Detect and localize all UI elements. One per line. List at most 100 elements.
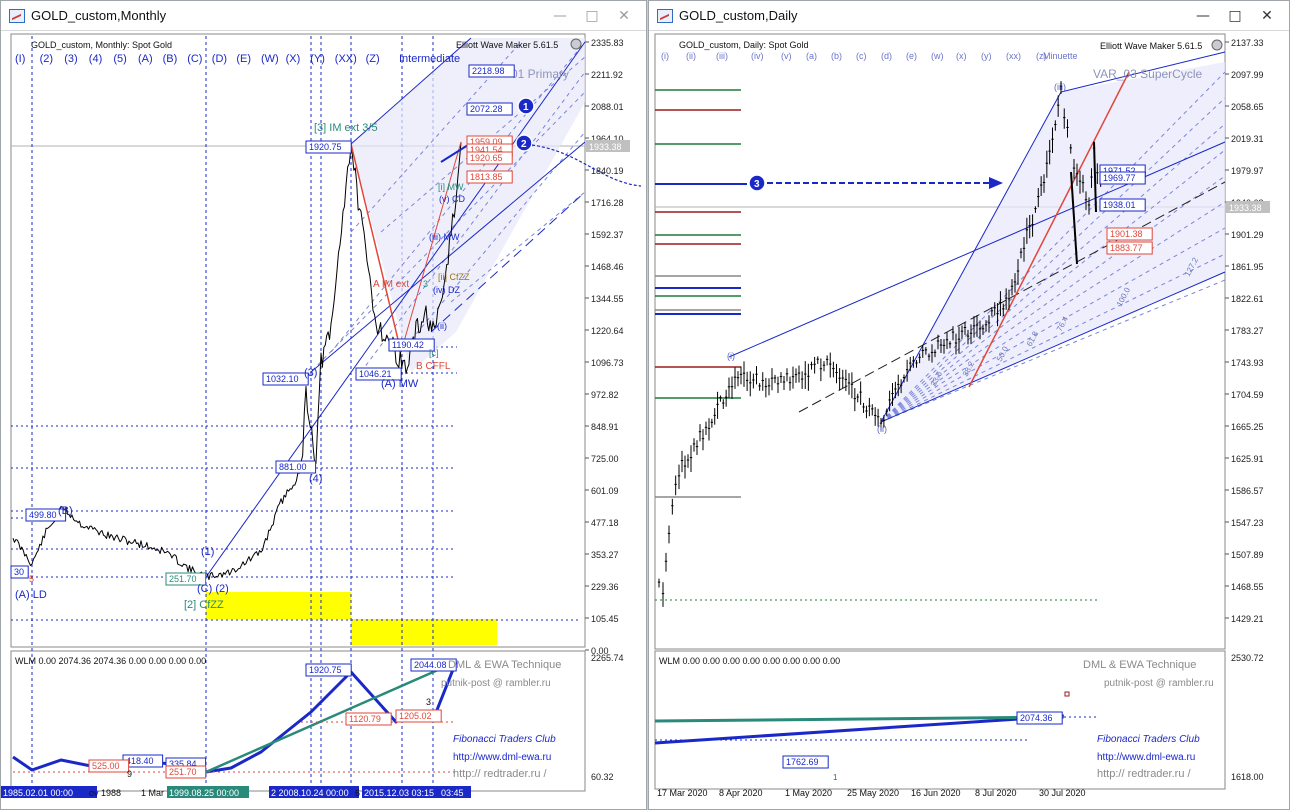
price-axis-label: 972.82 — [591, 390, 619, 400]
date-axis-label: 30 Jul 2020 — [1039, 788, 1086, 798]
price-axis-label: 1743.93 — [1231, 358, 1264, 368]
date-axis-label: 1999.08.25 00:00 — [169, 788, 239, 798]
price-box-frame — [466, 151, 513, 165]
wave-label: 5 — [29, 574, 34, 584]
wave-label: 3 — [423, 279, 428, 289]
date-tag — [167, 786, 249, 798]
price-axis-label: 601.09 — [591, 486, 619, 496]
date-tag — [1, 786, 97, 798]
price-axis-label: 2211.92 — [591, 70, 623, 80]
candle-wick — [1093, 141, 1097, 213]
price-box-frame — [1099, 171, 1146, 185]
chart-window-icon — [9, 8, 25, 23]
minimize-icon[interactable]: — — [1196, 8, 1210, 24]
indicator-count: 1 — [833, 773, 838, 782]
date-axis-label: 03:45 — [441, 788, 464, 798]
date-axis-label: 1 May 2020 — [785, 788, 832, 798]
price-axis-label: 229.36 — [591, 582, 619, 592]
title-bar[interactable]: GOLD_custom,Monthly — □ ✕ — [1, 1, 646, 31]
price-axis-label: 1468.55 — [1231, 582, 1264, 592]
fib-line — [968, 71, 1130, 388]
watermark-url: http://www.dml-ewa.ru — [1097, 752, 1195, 763]
indicator-box-frame — [305, 663, 352, 677]
date-axis-label: 6 — [355, 788, 360, 798]
watermark-url: http:// redtrader.ru / — [453, 768, 547, 780]
indicator-box: 1120.79 — [349, 714, 381, 724]
wave-marker — [515, 134, 533, 152]
wave-label: [ii] CfZZ — [438, 272, 470, 282]
degree-button-i: (I) — [15, 53, 25, 65]
price-box: 1971.52 — [1103, 166, 1136, 176]
price-box: 1032.10 — [266, 374, 299, 384]
price-box-frame — [1106, 241, 1153, 255]
price-axis-label: 1979.97 — [1231, 166, 1264, 176]
degree-button-d: (D) — [212, 53, 227, 65]
date-axis-label: 17 Mar 2020 — [657, 788, 708, 798]
wave-label: (iii) MW — [429, 232, 460, 242]
price-box-frame — [466, 170, 513, 184]
indicator-marker — [1064, 691, 1070, 697]
indicator-box: 525.00 — [92, 761, 120, 771]
price-axis-label: 2097.99 — [1231, 70, 1264, 80]
close-icon[interactable]: ✕ — [618, 8, 630, 24]
degree-button-2: (2) — [40, 53, 53, 65]
title-bar[interactable]: GOLD_custom,Daily — □ ✕ — [649, 1, 1289, 31]
indicator-header: WLM 0.00 2074.36 2074.36 0.00 0.00 0.00 … — [15, 656, 206, 666]
wave-label: (B) — [58, 505, 73, 517]
close-icon[interactable]: ✕ — [1261, 8, 1273, 24]
watermark-email: putnik-post @ rambler.ru — [1104, 678, 1214, 689]
indicator-axis-label: 2265.74 — [591, 653, 624, 663]
indicator-axis-label: 60.32 — [591, 772, 614, 782]
indicator-trend-line — [205, 660, 457, 774]
wave-label: [i] MW — [438, 182, 464, 192]
date-axis-label: 1985.02.01 00:00 — [3, 788, 73, 798]
price-box: 499.80 — [29, 510, 57, 520]
wave-label: (A) MW — [381, 378, 419, 390]
degree-button-3: (3) — [64, 53, 77, 65]
monthly-chart-canvas[interactable]: 2335.83 2211.92 2088.01 1964.10 1840.19 1716.… — [1, 32, 646, 810]
price-axis-label: 2137.33 — [1231, 38, 1264, 48]
chart-subtitle: GOLD_custom, Daily: Spot Gold — [679, 40, 809, 50]
watermark-club: Fibonacci Traders Club — [453, 734, 556, 745]
daily-chart-canvas[interactable]: 2137.332097.992058.652019.311979.971940.… — [649, 32, 1289, 810]
wave-label: (i) — [727, 351, 735, 361]
indicator-box-frame — [410, 658, 457, 672]
trend-line — [798, 181, 1226, 413]
wave-label: (3) — [304, 367, 317, 379]
degree-button-xx: (XX) — [335, 53, 357, 65]
arrow-head-icon — [989, 177, 1003, 189]
wave-label: (iv) DZ — [433, 285, 460, 295]
wave-label: [2] CfZZ — [184, 599, 224, 611]
indicator-box: 335.84 — [169, 759, 197, 769]
fib-fan-line — [880, 71, 1226, 423]
price-axis-label: 1665.25 — [1231, 422, 1264, 432]
indicator-axis-label: 2530.72 — [1231, 653, 1264, 663]
price-axis-label: 1716.28 — [591, 198, 624, 208]
wave-label: (C) (2) — [197, 583, 229, 595]
price-axis-label: 1592.37 — [591, 230, 624, 240]
indicator-trend-line — [654, 715, 1065, 723]
window-title: GOLD_custom,Monthly — [31, 8, 167, 23]
channel-line — [350, 41, 522, 233]
indicator-count: 9 — [127, 769, 132, 779]
degree-label: Intermediate — [399, 53, 460, 65]
date-axis-label: ov 1988 — [89, 788, 121, 798]
channel-line — [360, 71, 586, 373]
chart-window-icon — [657, 8, 673, 23]
current-price-tag — [1226, 201, 1270, 213]
monthly-chart-window[interactable]: GOLD_custom,Monthly — □ ✕ 2335.83 2211.92… — [0, 0, 647, 810]
degree-button-w: (w) — [931, 51, 944, 61]
degree-button-xx: (xx) — [1006, 51, 1021, 61]
daily-chart-window[interactable]: GOLD_custom,Daily — □ ✕ 2137.33 2097.99 20… — [648, 0, 1290, 810]
date-axis-label: 8 Jul 2020 — [975, 788, 1017, 798]
price-box-frame — [1106, 227, 1153, 241]
maximize-icon[interactable]: □ — [1228, 8, 1242, 24]
price-axis-label: 1625.91 — [1231, 454, 1264, 464]
watermark-title: DML & EWA Technique — [1083, 659, 1196, 671]
restore-icon[interactable]: □ — [585, 8, 599, 24]
indicator-box-frame — [345, 712, 392, 726]
price-box-frame — [388, 338, 435, 352]
indicator-box: 2044.08 — [414, 660, 447, 670]
minimize-icon[interactable]: — — [553, 8, 567, 24]
channel-line — [300, 91, 586, 383]
